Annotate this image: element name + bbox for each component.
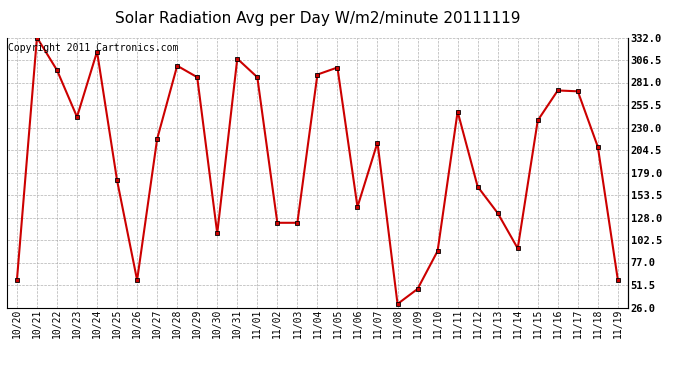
Text: Copyright 2011 Cartronics.com: Copyright 2011 Cartronics.com (8, 43, 179, 53)
Text: Solar Radiation Avg per Day W/m2/minute 20111119: Solar Radiation Avg per Day W/m2/minute … (115, 11, 520, 26)
